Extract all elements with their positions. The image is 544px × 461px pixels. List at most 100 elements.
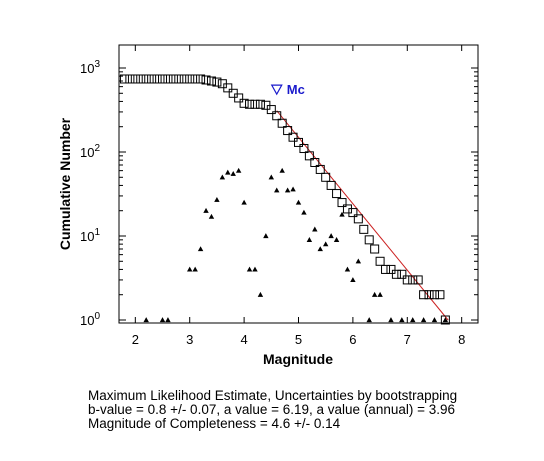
noncumulative-point xyxy=(284,187,291,193)
cumulative-point xyxy=(277,118,287,128)
cumulative-point xyxy=(288,132,298,142)
noncumulative-point xyxy=(355,258,362,264)
cumulative-point xyxy=(408,275,418,285)
cumulative-point xyxy=(250,99,260,109)
cumulative-point xyxy=(185,74,195,84)
caption-line-bvalue: b-value = 0.8 +/- 0.07, a value = 6.19, … xyxy=(88,402,456,417)
noncumulative-point xyxy=(274,187,280,193)
noncumulative-point xyxy=(322,241,329,247)
cumulative-point xyxy=(255,99,265,109)
noncumulative-point xyxy=(377,291,383,297)
noncumulative-point xyxy=(219,174,226,180)
noncumulative-point xyxy=(192,266,198,272)
noncumulative-point xyxy=(301,209,307,215)
cumulative-point xyxy=(212,77,222,87)
cumulative-point xyxy=(419,290,429,300)
noncumulative-point xyxy=(306,237,313,242)
x-tick-label: 2 xyxy=(132,332,139,347)
cumulative-point xyxy=(353,214,363,224)
cumulative-point xyxy=(152,74,162,84)
cumulative-point xyxy=(130,74,140,84)
y-tick-exponent: 1 xyxy=(94,227,100,238)
noncumulative-point xyxy=(197,246,204,252)
y-tick-base: 10 xyxy=(80,61,94,76)
noncumulative-point xyxy=(399,317,405,323)
cumulative-point xyxy=(337,198,347,208)
cumulative-point xyxy=(397,269,407,279)
noncumulative-point xyxy=(187,266,193,272)
x-tick-label: 5 xyxy=(295,332,302,347)
cumulative-point xyxy=(234,93,244,103)
cumulative-point xyxy=(147,74,157,84)
y-tick-label: 103 xyxy=(80,59,100,76)
axis-ticks xyxy=(119,45,478,323)
y-tick-label: 100 xyxy=(80,311,100,328)
noncumulative-point xyxy=(159,317,166,323)
cumulative-point xyxy=(304,151,314,161)
cumulative-point xyxy=(201,75,211,85)
noncumulative-point xyxy=(241,199,247,205)
cumulative-point xyxy=(429,290,439,300)
cumulative-point xyxy=(158,74,168,84)
caption-line-mc: Magnitude of Completeness = 4.6 +/- 0.14 xyxy=(88,416,341,431)
noncumulative-point xyxy=(165,317,171,323)
noncumulative-point xyxy=(442,317,449,323)
cumulative-series xyxy=(119,74,450,325)
caption-line-method: Maximum Likelihood Estimate, Uncertainti… xyxy=(88,388,458,403)
noncumulative-point xyxy=(143,317,149,323)
cumulative-point xyxy=(190,74,200,84)
x-tick-label: 8 xyxy=(458,332,465,347)
x-tick-label: 3 xyxy=(186,332,193,347)
noncumulative-point xyxy=(203,207,209,213)
noncumulative-point xyxy=(333,237,340,242)
cumulative-point xyxy=(310,157,320,167)
noncumulative-point xyxy=(279,167,285,173)
cumulative-point xyxy=(283,126,293,136)
noncumulative-point xyxy=(371,291,378,297)
cumulative-point xyxy=(315,164,325,174)
noncumulative-point xyxy=(235,167,242,173)
cumulative-point xyxy=(119,74,129,84)
noncumulative-point xyxy=(328,233,334,239)
mc-group: Mc xyxy=(270,82,305,97)
noncumulative-point xyxy=(317,246,323,252)
cumulative-point xyxy=(141,74,151,84)
cumulative-point xyxy=(174,74,184,84)
cumulative-point xyxy=(413,275,423,285)
cumulative-point xyxy=(440,315,450,325)
cumulative-point xyxy=(266,105,276,115)
x-axis-title: Magnitude xyxy=(263,351,333,367)
noncumulative-point xyxy=(214,196,220,202)
cumulative-point xyxy=(375,256,385,266)
cumulative-point xyxy=(332,189,342,199)
cumulative-point xyxy=(435,290,445,300)
x-tick-label: 7 xyxy=(404,332,411,347)
cumulative-point xyxy=(364,235,374,245)
noncumulative-point xyxy=(252,266,258,272)
noncumulative-point xyxy=(431,317,438,323)
y-tick-base: 10 xyxy=(80,229,94,244)
y-tick-base: 10 xyxy=(80,145,94,160)
noncumulative-point xyxy=(263,233,269,239)
cumulative-point xyxy=(125,74,135,84)
y-tick-label: 101 xyxy=(80,227,100,244)
cumulative-point xyxy=(223,83,233,93)
noncumulative-point xyxy=(257,291,264,297)
cumulative-point xyxy=(386,264,396,274)
mc-label: Mc xyxy=(287,82,305,97)
cumulative-point xyxy=(370,244,380,254)
cumulative-point xyxy=(179,74,189,84)
fit-summary: Maximum Likelihood Estimate, Uncertainti… xyxy=(88,389,538,431)
cumulative-point xyxy=(168,74,178,84)
cumulative-point xyxy=(228,88,238,98)
x-tick-label: 4 xyxy=(240,332,247,347)
cumulative-point xyxy=(294,137,303,147)
y-tick-exponent: 2 xyxy=(94,143,100,154)
y-axis-title: Cumulative Number xyxy=(57,117,73,250)
cumulative-point xyxy=(299,144,309,154)
noncumulative-point xyxy=(366,317,372,323)
cumulative-point xyxy=(272,111,282,121)
cumulative-point xyxy=(359,224,369,234)
x-tick-labels: 2 3 4 5 6 7 8 xyxy=(132,332,466,347)
